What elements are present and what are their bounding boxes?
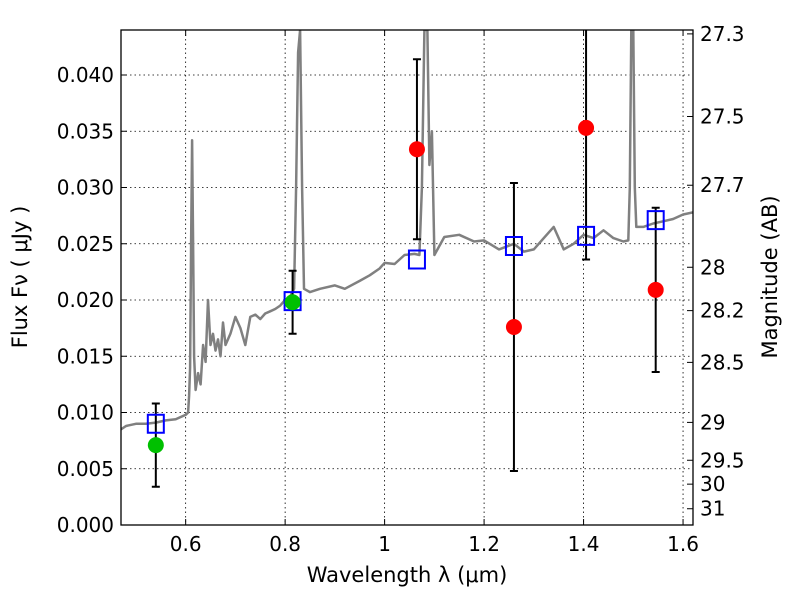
- y2-tick-label: 30: [700, 472, 725, 496]
- y2-tick-label: 28: [700, 255, 725, 279]
- x-tick-label: 1.4: [568, 532, 600, 556]
- y2-tick-label: 28.2: [700, 299, 745, 323]
- data-point: [505, 319, 522, 335]
- y2-tick-label: 29.5: [700, 448, 745, 472]
- data-point: [408, 141, 425, 158]
- y-axis-left: 0.000 0.005 0.010 0.015 0.020 0.025 0.030 0.035…: [57, 63, 127, 537]
- data-point: [578, 119, 595, 136]
- data-point: [284, 294, 301, 311]
- y-tick-label: 0.020: [57, 288, 114, 312]
- x-tick-label: 0.8: [269, 532, 301, 556]
- y2-tick-label: 27.7: [700, 173, 745, 197]
- y-tick-label: 0.015: [57, 344, 114, 368]
- plot-frame: [120, 29, 694, 526]
- y2-tick-label: 29: [700, 410, 725, 434]
- y-tick-label: 0.040: [57, 63, 114, 87]
- y-tick-label: 0.000: [57, 513, 114, 537]
- model-square: [646, 210, 665, 231]
- model-square: [504, 236, 523, 256]
- y2-tick-label: 27.3: [700, 22, 745, 46]
- x-axis: 0.6 0.8 1 1.2 1.4 1.6: [170, 30, 699, 556]
- model-square: [407, 249, 426, 270]
- x-tick-label: 0.6: [170, 532, 202, 556]
- x-tick-label: 1.6: [667, 532, 699, 556]
- y-axis-title: Flux Fν ( μJy ): [8, 206, 32, 349]
- model-square: [577, 225, 596, 246]
- observed-photometry-series: [147, 119, 664, 454]
- y-tick-label: 0.025: [57, 232, 114, 256]
- y-tick-label: 0.030: [57, 176, 114, 200]
- y-tick-label: 0.005: [57, 457, 114, 481]
- y2-tick-label: 28.5: [700, 350, 745, 374]
- data-point: [647, 281, 664, 298]
- y2-tick-label: 27.5: [700, 105, 745, 129]
- model-square: [146, 413, 165, 434]
- y-tick-label: 0.035: [57, 119, 114, 143]
- data-point: [147, 437, 164, 454]
- x-tick-label: 1: [378, 532, 391, 556]
- x-axis-title: Wavelength λ (μm): [307, 563, 508, 587]
- grid: [121, 30, 693, 525]
- y2-tick-label: 31: [700, 497, 725, 521]
- y2-axis-title: Magnitude (AB): [758, 195, 782, 358]
- x-tick-label: 1.2: [468, 532, 500, 556]
- y-tick-label: 0.010: [57, 401, 114, 425]
